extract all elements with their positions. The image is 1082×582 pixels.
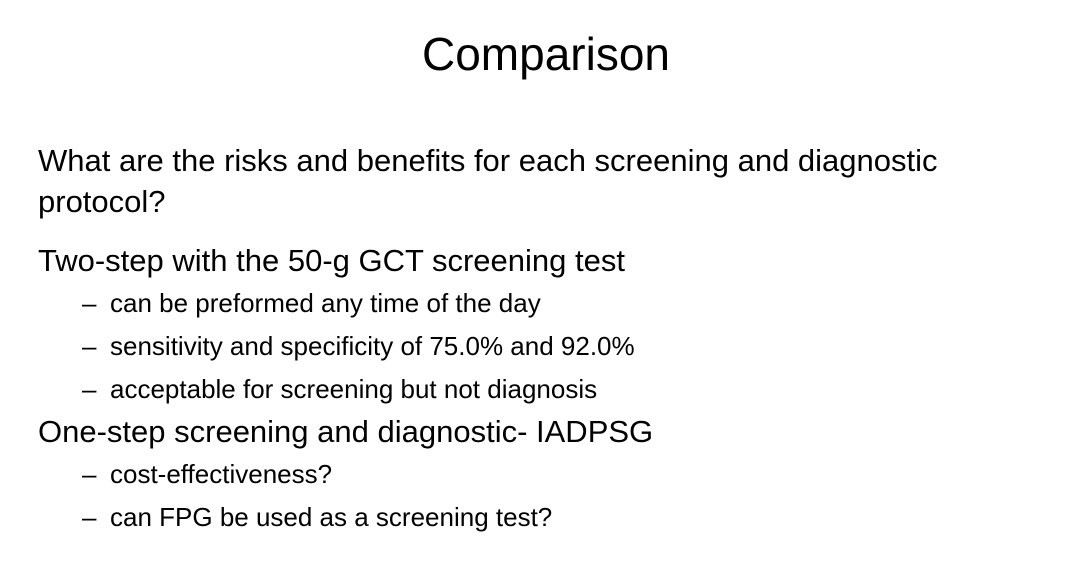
bullet-item: – cost-effectiveness? (38, 453, 1068, 496)
bullet-text: can be preformed any time of the day (110, 288, 541, 318)
section-heading: One-step screening and diagnostic- IADPS… (38, 414, 654, 449)
section-one-step: One-step screening and diagnostic- IADPS… (38, 411, 1068, 539)
bullet-text: cost-effectiveness? (110, 459, 333, 489)
bullet-item: – can FPG be used as a screening test? (38, 496, 1068, 539)
slide-body: What are the risks and benefits for each… (38, 140, 1068, 539)
bullet-item: – can be preformed any time of the day (38, 282, 1068, 325)
slide-title: Comparison (422, 28, 670, 80)
bullet-item: – sensitivity and specificity of 75.0% a… (38, 325, 1068, 368)
section-heading: Two-step with the 50-g GCT screening tes… (38, 243, 625, 278)
dash-icon: – (82, 374, 97, 404)
bullet-list: – can be preformed any time of the day –… (38, 282, 1068, 411)
dash-icon: – (82, 459, 97, 489)
bullet-item: – acceptable for screening but not diagn… (38, 368, 1068, 411)
bullet-list: – cost-effectiveness? – can FPG be used … (38, 453, 1068, 539)
bullet-text: acceptable for screening but not diagnos… (110, 374, 598, 404)
bullet-text: can FPG be used as a screening test? (110, 502, 553, 532)
dash-icon: – (82, 502, 97, 532)
dash-icon: – (82, 331, 97, 361)
question-text: What are the risks and benefits for each… (38, 143, 938, 219)
section-two-step: Two-step with the 50-g GCT screening tes… (38, 240, 1068, 411)
dash-icon: – (82, 288, 97, 318)
bullet-text: sensitivity and specificity of 75.0% and… (110, 331, 635, 361)
